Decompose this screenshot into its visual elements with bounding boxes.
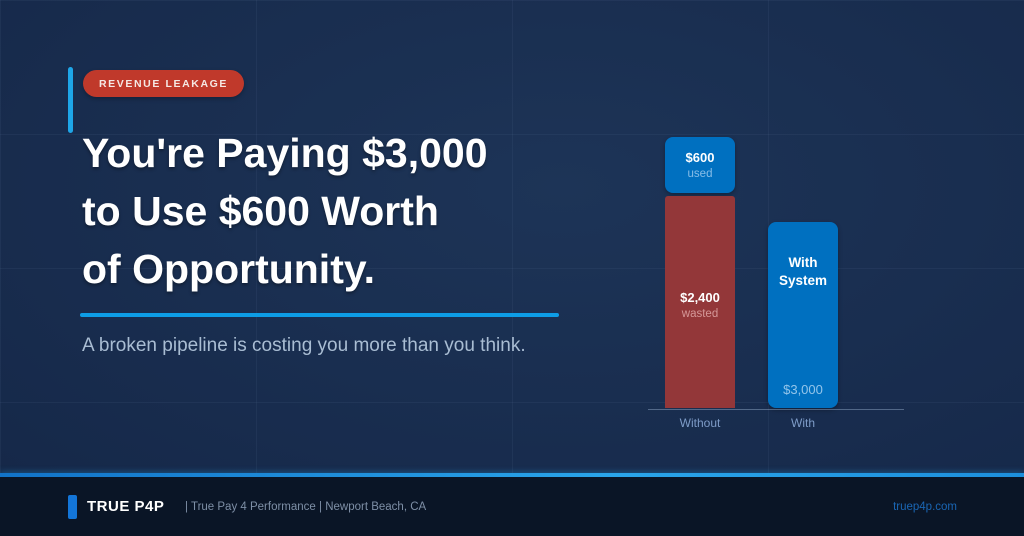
brand-name: TRUE P4P: [87, 498, 165, 515]
wasted-value-label: $2,400: [680, 290, 720, 305]
badge-label: REVENUE LEAKAGE: [99, 77, 229, 90]
used-sublabel: used: [687, 168, 713, 180]
revenue-leakage-badge: REVENUE LEAKAGE: [83, 70, 245, 97]
brand-mark-icon: [68, 495, 77, 519]
x-label-with: With: [791, 416, 815, 430]
bar-with-system: With System $3,000: [768, 222, 838, 408]
x-label-without: Without: [679, 416, 721, 430]
chart-baseline: [648, 409, 904, 410]
bar-without-wasted-segment: $2,400 wasted: [665, 196, 735, 408]
headline-line-2: to Use $600 Worth: [82, 188, 439, 234]
with-system-value-label: $3,000: [783, 382, 823, 397]
footer-divider-line: [0, 473, 1024, 477]
headline-line-1: You're Paying $3,000: [82, 130, 488, 176]
with-system-title: With System: [778, 255, 828, 288]
bar-without-used-segment: $600 used: [665, 137, 735, 193]
headline-underline: [80, 313, 559, 317]
footer: TRUE P4P | True Pay 4 Performance | Newp…: [0, 477, 1024, 536]
used-value-label: $600: [685, 150, 715, 165]
page-title: You're Paying $3,000 to Use $600 Worth o…: [82, 124, 642, 298]
wasted-sublabel: wasted: [681, 308, 719, 320]
website-link[interactable]: truep4p.com: [893, 501, 957, 513]
subtitle: A broken pipeline is costing you more th…: [82, 335, 526, 356]
accent-bar: [68, 67, 73, 133]
footer-tagline: | True Pay 4 Performance | Newport Beach…: [185, 501, 427, 513]
headline-line-3: of Opportunity.: [82, 246, 376, 292]
